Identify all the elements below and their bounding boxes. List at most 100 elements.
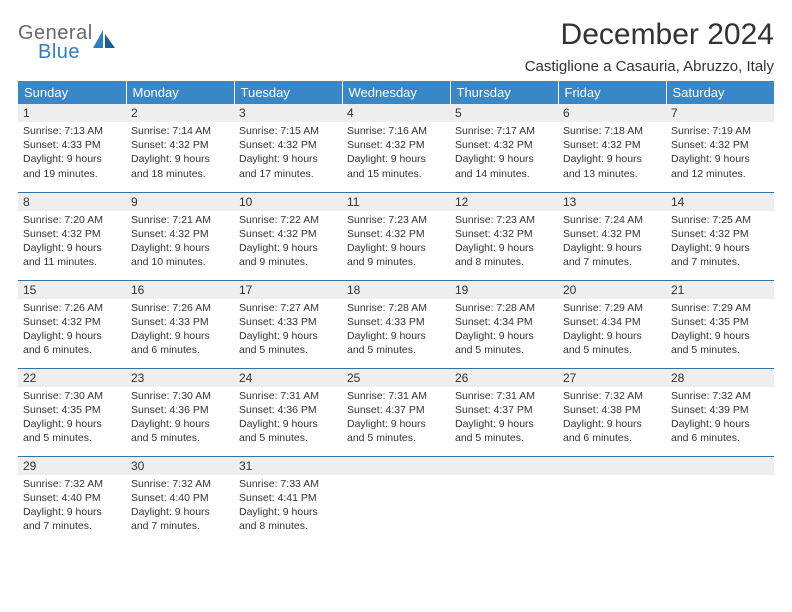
sunrise-line: Sunrise: 7:17 AM <box>455 124 553 138</box>
day-number: 19 <box>450 281 558 299</box>
daylight-line: Daylight: 9 hours and 8 minutes. <box>455 241 553 269</box>
calendar-week-row: 1Sunrise: 7:13 AMSunset: 4:33 PMDaylight… <box>18 104 774 192</box>
daylight-line: Daylight: 9 hours and 7 minutes. <box>563 241 661 269</box>
sunrise-line: Sunrise: 7:14 AM <box>131 124 229 138</box>
day-number: 2 <box>126 104 234 122</box>
daylight-line: Daylight: 9 hours and 14 minutes. <box>455 152 553 180</box>
calendar-day-cell: 28Sunrise: 7:32 AMSunset: 4:39 PMDayligh… <box>666 368 774 456</box>
daylight-line: Daylight: 9 hours and 6 minutes. <box>131 329 229 357</box>
daylight-line: Daylight: 9 hours and 18 minutes. <box>131 152 229 180</box>
day-number: 13 <box>558 193 666 211</box>
daylight-line: Daylight: 9 hours and 5 minutes. <box>455 329 553 357</box>
sunrise-line: Sunrise: 7:31 AM <box>347 389 445 403</box>
sunset-line: Sunset: 4:32 PM <box>131 227 229 241</box>
sunrise-line: Sunrise: 7:26 AM <box>23 301 121 315</box>
day-details: Sunrise: 7:24 AMSunset: 4:32 PMDaylight:… <box>558 211 666 274</box>
sunrise-line: Sunrise: 7:31 AM <box>455 389 553 403</box>
daylight-line: Daylight: 9 hours and 8 minutes. <box>239 505 337 533</box>
logo-line2: Blue <box>18 43 93 62</box>
sunset-line: Sunset: 4:35 PM <box>671 315 769 329</box>
day-details: Sunrise: 7:17 AMSunset: 4:32 PMDaylight:… <box>450 122 558 185</box>
calendar-day-cell: 3Sunrise: 7:15 AMSunset: 4:32 PMDaylight… <box>234 104 342 192</box>
sunset-line: Sunset: 4:32 PM <box>23 315 121 329</box>
sunset-line: Sunset: 4:33 PM <box>23 138 121 152</box>
day-details: Sunrise: 7:31 AMSunset: 4:37 PMDaylight:… <box>342 387 450 450</box>
weekday-header: Saturday <box>666 81 774 104</box>
calendar-day-cell: 14Sunrise: 7:25 AMSunset: 4:32 PMDayligh… <box>666 192 774 280</box>
sunrise-line: Sunrise: 7:22 AM <box>239 213 337 227</box>
day-details: Sunrise: 7:31 AMSunset: 4:36 PMDaylight:… <box>234 387 342 450</box>
weekday-header: Tuesday <box>234 81 342 104</box>
day-details: Sunrise: 7:15 AMSunset: 4:32 PMDaylight:… <box>234 122 342 185</box>
day-details: Sunrise: 7:26 AMSunset: 4:32 PMDaylight:… <box>18 299 126 362</box>
sunrise-line: Sunrise: 7:32 AM <box>23 477 121 491</box>
sunrise-line: Sunrise: 7:21 AM <box>131 213 229 227</box>
location: Castiglione a Casauria, Abruzzo, Italy <box>525 58 774 75</box>
sunrise-line: Sunrise: 7:30 AM <box>131 389 229 403</box>
sunset-line: Sunset: 4:36 PM <box>239 403 337 417</box>
weekday-header: Sunday <box>18 81 126 104</box>
sunrise-line: Sunrise: 7:13 AM <box>23 124 121 138</box>
day-number: 29 <box>18 457 126 475</box>
sunset-line: Sunset: 4:39 PM <box>671 403 769 417</box>
day-number: 23 <box>126 369 234 387</box>
sunset-line: Sunset: 4:32 PM <box>455 227 553 241</box>
weekday-header-row: SundayMondayTuesdayWednesdayThursdayFrid… <box>18 81 774 104</box>
day-number-empty <box>666 457 774 475</box>
sunrise-line: Sunrise: 7:33 AM <box>239 477 337 491</box>
calendar-day-cell: 18Sunrise: 7:28 AMSunset: 4:33 PMDayligh… <box>342 280 450 368</box>
calendar-day-cell: 17Sunrise: 7:27 AMSunset: 4:33 PMDayligh… <box>234 280 342 368</box>
calendar-week-row: 15Sunrise: 7:26 AMSunset: 4:32 PMDayligh… <box>18 280 774 368</box>
calendar-day-cell: 30Sunrise: 7:32 AMSunset: 4:40 PMDayligh… <box>126 456 234 544</box>
day-number: 16 <box>126 281 234 299</box>
logo: General Blue <box>18 18 117 62</box>
sunrise-line: Sunrise: 7:29 AM <box>563 301 661 315</box>
calendar-day-cell: 23Sunrise: 7:30 AMSunset: 4:36 PMDayligh… <box>126 368 234 456</box>
sunset-line: Sunset: 4:32 PM <box>23 227 121 241</box>
day-details: Sunrise: 7:19 AMSunset: 4:32 PMDaylight:… <box>666 122 774 185</box>
day-details: Sunrise: 7:21 AMSunset: 4:32 PMDaylight:… <box>126 211 234 274</box>
day-details: Sunrise: 7:32 AMSunset: 4:39 PMDaylight:… <box>666 387 774 450</box>
daylight-line: Daylight: 9 hours and 17 minutes. <box>239 152 337 180</box>
day-number: 26 <box>450 369 558 387</box>
daylight-line: Daylight: 9 hours and 5 minutes. <box>671 329 769 357</box>
header: General Blue December 2024 Castiglione a… <box>18 18 774 75</box>
title-block: December 2024 Castiglione a Casauria, Ab… <box>525 18 774 75</box>
day-details: Sunrise: 7:30 AMSunset: 4:36 PMDaylight:… <box>126 387 234 450</box>
day-details: Sunrise: 7:28 AMSunset: 4:33 PMDaylight:… <box>342 299 450 362</box>
sunset-line: Sunset: 4:32 PM <box>347 227 445 241</box>
calendar-day-cell: 10Sunrise: 7:22 AMSunset: 4:32 PMDayligh… <box>234 192 342 280</box>
calendar-day-cell: 26Sunrise: 7:31 AMSunset: 4:37 PMDayligh… <box>450 368 558 456</box>
sunset-line: Sunset: 4:34 PM <box>455 315 553 329</box>
day-number: 14 <box>666 193 774 211</box>
day-details: Sunrise: 7:30 AMSunset: 4:35 PMDaylight:… <box>18 387 126 450</box>
calendar-week-row: 22Sunrise: 7:30 AMSunset: 4:35 PMDayligh… <box>18 368 774 456</box>
day-details: Sunrise: 7:14 AMSunset: 4:32 PMDaylight:… <box>126 122 234 185</box>
day-number: 31 <box>234 457 342 475</box>
calendar-day-cell: 6Sunrise: 7:18 AMSunset: 4:32 PMDaylight… <box>558 104 666 192</box>
day-details: Sunrise: 7:23 AMSunset: 4:32 PMDaylight:… <box>342 211 450 274</box>
calendar-empty-cell <box>666 456 774 544</box>
sunset-line: Sunset: 4:32 PM <box>455 138 553 152</box>
sunrise-line: Sunrise: 7:26 AM <box>131 301 229 315</box>
calendar-body: 1Sunrise: 7:13 AMSunset: 4:33 PMDaylight… <box>18 104 774 544</box>
daylight-line: Daylight: 9 hours and 5 minutes. <box>23 417 121 445</box>
sunset-line: Sunset: 4:32 PM <box>563 227 661 241</box>
calendar-empty-cell <box>450 456 558 544</box>
calendar-day-cell: 7Sunrise: 7:19 AMSunset: 4:32 PMDaylight… <box>666 104 774 192</box>
calendar-day-cell: 16Sunrise: 7:26 AMSunset: 4:33 PMDayligh… <box>126 280 234 368</box>
sunrise-line: Sunrise: 7:16 AM <box>347 124 445 138</box>
daylight-line: Daylight: 9 hours and 5 minutes. <box>239 417 337 445</box>
calendar-day-cell: 27Sunrise: 7:32 AMSunset: 4:38 PMDayligh… <box>558 368 666 456</box>
day-details: Sunrise: 7:22 AMSunset: 4:32 PMDaylight:… <box>234 211 342 274</box>
sunset-line: Sunset: 4:36 PM <box>131 403 229 417</box>
sunrise-line: Sunrise: 7:19 AM <box>671 124 769 138</box>
calendar-day-cell: 19Sunrise: 7:28 AMSunset: 4:34 PMDayligh… <box>450 280 558 368</box>
daylight-line: Daylight: 9 hours and 5 minutes. <box>239 329 337 357</box>
weekday-header: Friday <box>558 81 666 104</box>
day-number: 3 <box>234 104 342 122</box>
day-number: 11 <box>342 193 450 211</box>
sunrise-line: Sunrise: 7:15 AM <box>239 124 337 138</box>
sunset-line: Sunset: 4:33 PM <box>347 315 445 329</box>
day-number: 30 <box>126 457 234 475</box>
